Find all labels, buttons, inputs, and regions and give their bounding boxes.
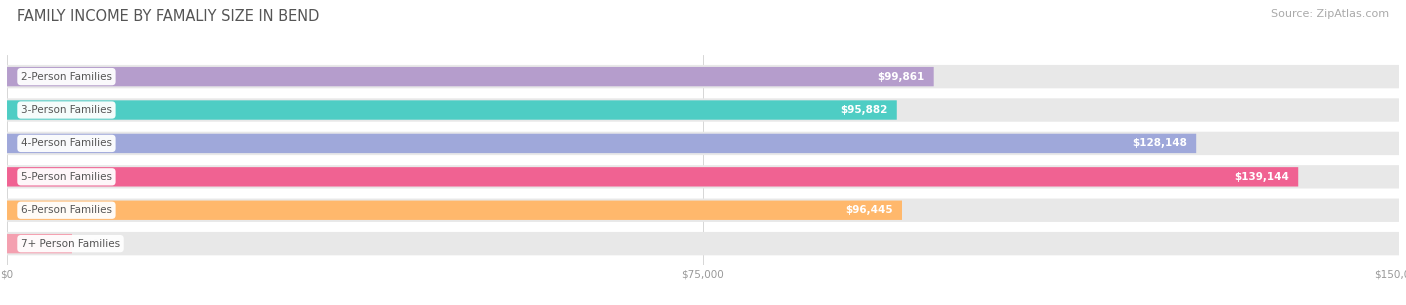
FancyBboxPatch shape	[7, 67, 934, 86]
FancyBboxPatch shape	[7, 65, 1399, 88]
Text: FAMILY INCOME BY FAMALIY SIZE IN BEND: FAMILY INCOME BY FAMALIY SIZE IN BEND	[17, 9, 319, 24]
FancyBboxPatch shape	[7, 98, 1399, 122]
FancyBboxPatch shape	[7, 234, 72, 253]
Text: $96,445: $96,445	[845, 205, 893, 215]
FancyBboxPatch shape	[7, 100, 897, 120]
Text: $139,144: $139,144	[1234, 172, 1289, 182]
FancyBboxPatch shape	[7, 132, 1399, 155]
FancyBboxPatch shape	[7, 201, 903, 220]
Text: $0: $0	[86, 239, 98, 249]
Text: 3-Person Families: 3-Person Families	[21, 105, 112, 115]
Text: Source: ZipAtlas.com: Source: ZipAtlas.com	[1271, 9, 1389, 19]
FancyBboxPatch shape	[7, 165, 1399, 188]
Text: $99,861: $99,861	[877, 72, 924, 82]
FancyBboxPatch shape	[7, 199, 1399, 222]
FancyBboxPatch shape	[7, 134, 1197, 153]
Text: $128,148: $128,148	[1132, 138, 1187, 149]
Text: 2-Person Families: 2-Person Families	[21, 72, 112, 82]
FancyBboxPatch shape	[7, 232, 1399, 255]
Text: 4-Person Families: 4-Person Families	[21, 138, 112, 149]
Text: 7+ Person Families: 7+ Person Families	[21, 239, 120, 249]
Text: 6-Person Families: 6-Person Families	[21, 205, 112, 215]
Text: $95,882: $95,882	[841, 105, 887, 115]
FancyBboxPatch shape	[7, 167, 1298, 187]
Text: 5-Person Families: 5-Person Families	[21, 172, 112, 182]
